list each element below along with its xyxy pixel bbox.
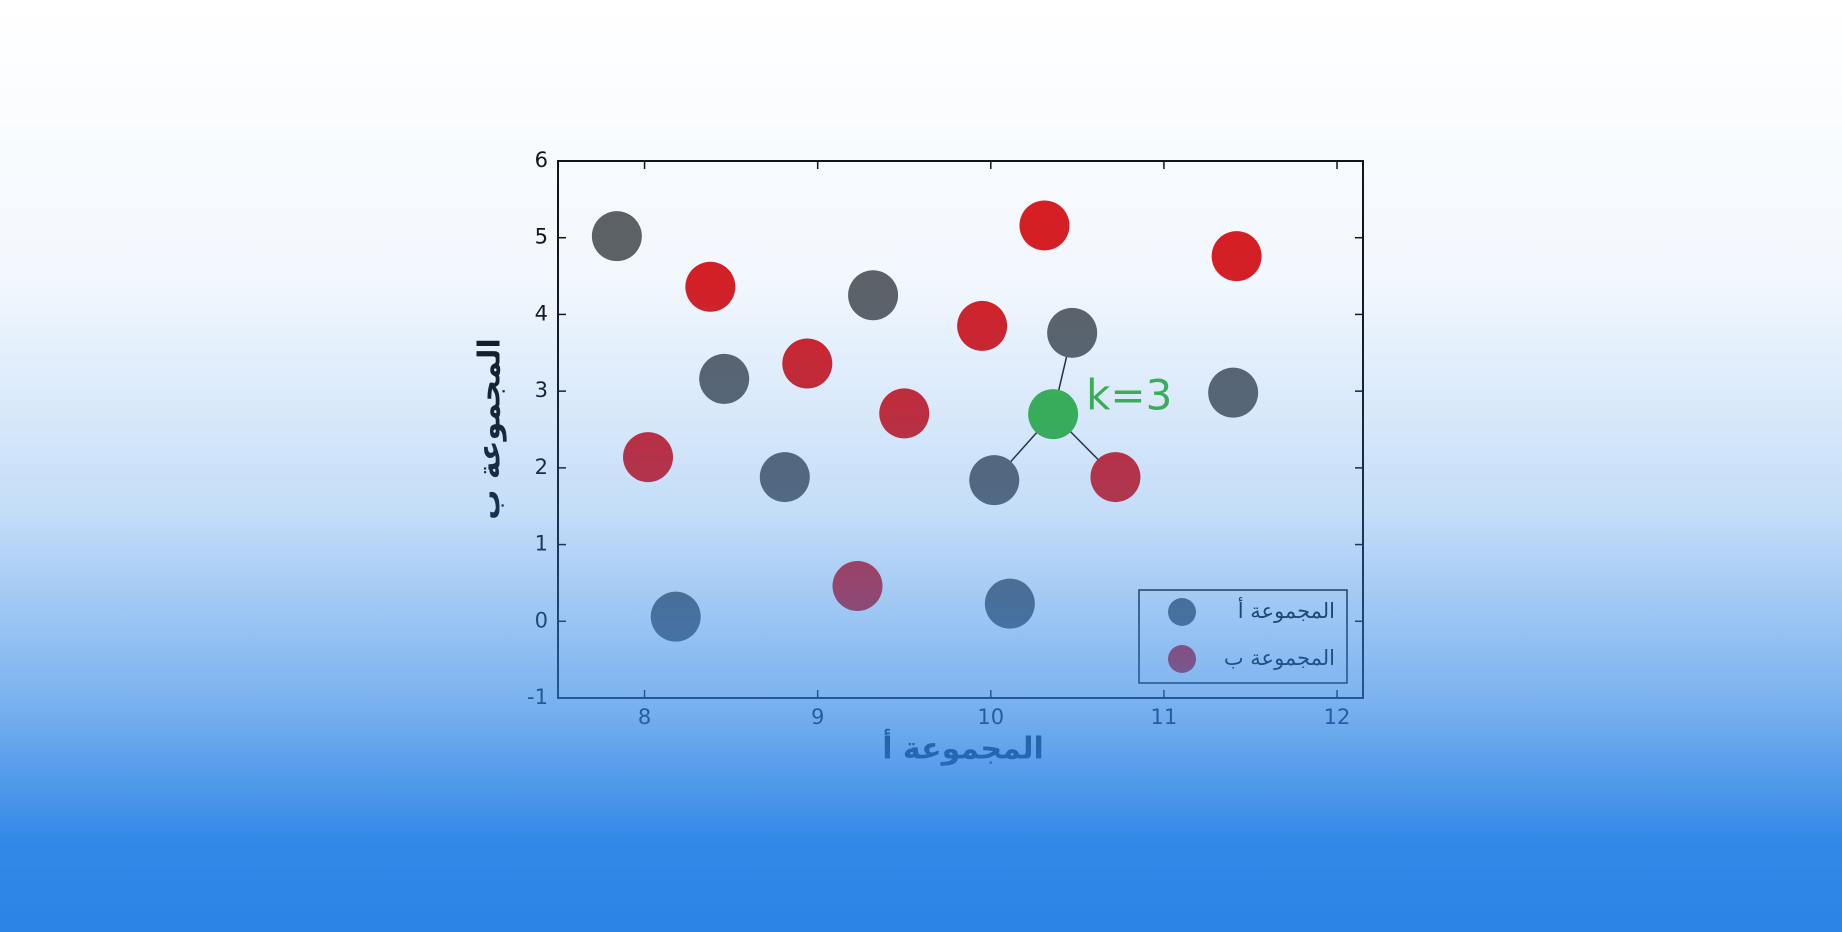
point bbox=[1211, 231, 1262, 282]
annotation: k=3 bbox=[1086, 371, 1172, 420]
point bbox=[1019, 200, 1070, 251]
y-tick-label: 2 bbox=[535, 455, 548, 479]
point bbox=[699, 353, 750, 404]
point bbox=[848, 270, 899, 321]
legend-label: المجموعة ب bbox=[1224, 646, 1335, 670]
x-tick-label: 8 bbox=[638, 705, 651, 729]
point bbox=[650, 591, 701, 642]
legend-marker bbox=[1168, 598, 1196, 626]
point bbox=[984, 578, 1035, 629]
point bbox=[1090, 452, 1141, 503]
y-tick-label: 5 bbox=[535, 225, 548, 249]
x-axis-label: المجموعة أ bbox=[882, 729, 1044, 767]
point bbox=[591, 211, 642, 262]
x-tick-label: 11 bbox=[1151, 705, 1178, 729]
point bbox=[957, 300, 1008, 351]
point bbox=[879, 388, 930, 439]
y-tick-label: 3 bbox=[535, 378, 548, 402]
y-tick-label: -1 bbox=[527, 685, 548, 709]
legend-marker bbox=[1168, 645, 1196, 673]
query-point bbox=[1028, 389, 1079, 440]
x-tick-label: 12 bbox=[1324, 705, 1351, 729]
legend-label: المجموعة أ bbox=[1238, 597, 1335, 623]
y-tick-label: 4 bbox=[535, 301, 548, 325]
point bbox=[1208, 367, 1259, 418]
point bbox=[1047, 307, 1098, 358]
y-tick-label: 0 bbox=[535, 608, 548, 632]
point bbox=[832, 560, 883, 611]
y-axis-label: المجموعة ب bbox=[473, 338, 508, 519]
point bbox=[782, 338, 833, 389]
point bbox=[969, 455, 1020, 506]
point bbox=[685, 261, 736, 312]
y-tick-label: 1 bbox=[535, 532, 548, 556]
y-tick-label: 6 bbox=[535, 148, 548, 172]
x-tick-label: 10 bbox=[977, 705, 1004, 729]
point bbox=[759, 452, 810, 503]
x-tick-label: 9 bbox=[811, 705, 824, 729]
point bbox=[623, 432, 674, 483]
